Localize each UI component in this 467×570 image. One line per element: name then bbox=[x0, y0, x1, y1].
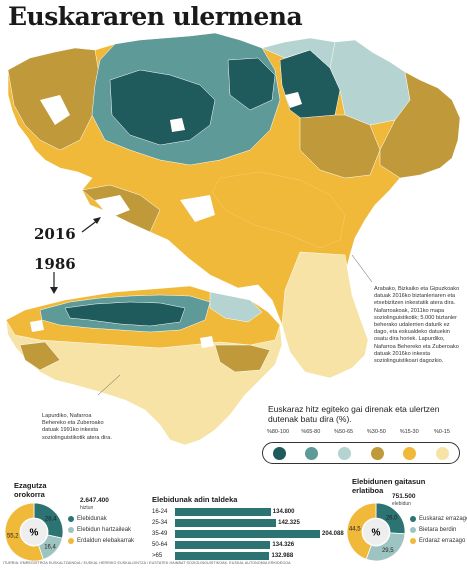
gaitasun-donut: 26,0 29,5 44,5% bbox=[346, 502, 406, 562]
age-chart-title: Elebidunak adin taldeka bbox=[152, 495, 238, 504]
legend-swatch bbox=[370, 446, 384, 460]
gaitasun-legend-label: Erdaraz errazago bbox=[419, 538, 466, 544]
gaitasun-legend-item: Erdaraz errazago bbox=[410, 538, 465, 544]
gaitasun-title: Elebidunen gaitasun erlatiboa bbox=[352, 477, 426, 495]
legend-swatch bbox=[338, 446, 352, 460]
gaitasun-legend-item: Bietara berdin bbox=[410, 527, 456, 533]
legend-swatch bbox=[272, 446, 286, 460]
gaitasun-legend-dot bbox=[410, 516, 416, 522]
gaitasun-center bbox=[363, 519, 389, 545]
footer-source: ITURRIA: EMREGISTROA EUSKALTZAINDIA / EU… bbox=[3, 561, 291, 565]
ezagutza-legend-label: Elebidun hartzaileak bbox=[77, 527, 132, 533]
age-category-label: 50-64 bbox=[152, 542, 168, 548]
ezagutza-legend-item: Elebidunak bbox=[68, 516, 107, 522]
ezagutza-total-label: hiztun bbox=[80, 505, 94, 511]
age-bar bbox=[175, 508, 271, 516]
age-value-label: 134.326 bbox=[272, 542, 295, 548]
ezagutza-slice-label: 55,2 bbox=[7, 533, 19, 539]
page-title: Euskararen ulermena bbox=[8, 2, 303, 31]
age-value-label: 204.088 bbox=[322, 531, 344, 537]
note-left-line: Lapurdiko, Nafarroa bbox=[42, 413, 92, 419]
age-bar bbox=[175, 519, 277, 527]
note-left-line: datuak 1991ko inkesta bbox=[42, 427, 98, 434]
ezagutza-slice bbox=[4, 502, 44, 562]
note-right-line: dago, eta eskualdeko datuekin bbox=[374, 329, 450, 336]
age-row: 35-49 204.088 bbox=[152, 530, 344, 538]
legend-label: %0-15 bbox=[434, 429, 450, 435]
age-bar bbox=[175, 541, 271, 549]
age-value-label: 142.325 bbox=[278, 520, 300, 526]
legend-label: %15-30 bbox=[399, 429, 419, 435]
note-right-line: osatu dira horiek. Lapurdiko, bbox=[374, 336, 445, 343]
age-category-label: 25-34 bbox=[152, 520, 168, 526]
age-bar bbox=[175, 530, 320, 538]
gaitasun-center-label: % bbox=[372, 528, 381, 539]
age-category-label: >65 bbox=[152, 553, 163, 559]
note-right-line: etxebizitzen inkestatik atera dira. bbox=[374, 300, 456, 307]
age-category-label: 35-49 bbox=[152, 531, 168, 537]
note-left-line: soziolinguistikotik atera dira. bbox=[42, 434, 112, 441]
note-right-line: datuak 2016ko inkesta bbox=[374, 350, 430, 357]
ezagutza-legend-dot bbox=[68, 516, 74, 522]
note-right-line: datuak 2016ko biztanleriaren eta bbox=[374, 293, 456, 300]
age-row: 16-24 134.800 bbox=[152, 508, 312, 516]
legend-label: %80-100 bbox=[266, 429, 290, 435]
gaitasun-legend-dot bbox=[410, 538, 416, 544]
age-row: 50-64 134.326 bbox=[152, 541, 312, 549]
ezagutza-total: 2.647.400 bbox=[80, 497, 109, 504]
ezagutza-center-label: % bbox=[30, 528, 39, 539]
map-2016 bbox=[7, 32, 461, 379]
legend-label: %65-80 bbox=[301, 429, 321, 435]
age-value-label: 134.800 bbox=[272, 509, 295, 515]
gaitasun-total-label: elebidun bbox=[392, 501, 411, 507]
gaitasun-legend-label: Bietara berdin bbox=[419, 527, 457, 533]
gaitasun-slice-label: 29,5 bbox=[382, 548, 394, 554]
ezagutza-legend-dot bbox=[68, 538, 74, 544]
ezagutza-legend-item: Erdaldun elebakarrak bbox=[68, 538, 134, 544]
age-category-label: 16-24 bbox=[152, 509, 168, 515]
note-left-line: Behereko eta Zuberoako bbox=[42, 420, 104, 427]
ezagutza-center bbox=[21, 519, 47, 545]
map-1986 bbox=[5, 285, 283, 446]
gaitasun-slice-label: 44,5 bbox=[349, 526, 361, 532]
gaitasun-total: 751.500 bbox=[392, 493, 416, 500]
ezagutza-legend-label: Erdaldun elebakarrak bbox=[77, 538, 135, 544]
gaitasun-legend-label: Euskaraz errazago bbox=[419, 516, 467, 522]
legend-swatch bbox=[305, 446, 319, 460]
note-left: Lapurdiko, Nafarroa Behereko eta Zuberoak… bbox=[42, 413, 112, 442]
ezagutza-title: Ezagutza orokorra bbox=[14, 481, 47, 499]
gaitasun-legend-item: Euskaraz errazago bbox=[410, 516, 467, 522]
note-right-line: Nafarroa Behereko eta Zuberoako bbox=[374, 343, 459, 350]
age-row: 25-34 142.325 bbox=[152, 519, 312, 527]
age-value-label: 132.988 bbox=[271, 553, 294, 559]
note-right-line: soziolinguistikoari dagozkio. bbox=[374, 358, 444, 365]
legend-labels: %80-100 %65-80 %50-65 %30-50 %15-30 %0-15 bbox=[262, 429, 458, 435]
note-right-line: Arabako, Bizkaiko eta Gipuzkoako bbox=[374, 286, 460, 292]
legend-swatch bbox=[436, 446, 450, 460]
gaitasun-slice-label: 26,0 bbox=[386, 515, 398, 521]
legend-label: %30-50 bbox=[366, 429, 386, 435]
note-right-line: soziolinguistikotik; 5.000 biztanler bbox=[374, 314, 458, 321]
legend-swatch bbox=[403, 446, 417, 460]
gaitasun-legend-dot bbox=[410, 527, 416, 533]
ezagutza-legend-label: Elebidunak bbox=[77, 516, 107, 522]
year-label-2016: 2016 bbox=[34, 225, 76, 243]
note-right: Arabako, Bizkaiko eta Gipuzkoako datuak 2… bbox=[374, 286, 459, 365]
legend-swatches bbox=[262, 442, 460, 464]
legend-title: Euskaraz hitz egiteko gai direnak eta ul… bbox=[268, 404, 440, 424]
ezagutza-slice-label: 28,4 bbox=[45, 517, 57, 523]
year-label-1986: 1986 bbox=[34, 255, 76, 273]
ezagutza-legend-dot bbox=[68, 527, 74, 533]
ezagutza-slice-label: 16,4 bbox=[44, 544, 56, 550]
age-row: >65 132.988 bbox=[152, 552, 312, 560]
age-bar bbox=[175, 552, 270, 560]
note-right-line: beherako udalerrien daturik ez bbox=[374, 322, 450, 329]
legend-label: %50-65 bbox=[334, 429, 354, 435]
gaitasun-slice bbox=[346, 502, 377, 560]
note-right-line: Nafarroakoak, 2011ko mapa bbox=[374, 307, 445, 314]
ezagutza-donut: 28,4 16,4 55,2% bbox=[4, 502, 64, 562]
ezagutza-legend-item: Elebidun hartzaileak bbox=[68, 527, 131, 533]
